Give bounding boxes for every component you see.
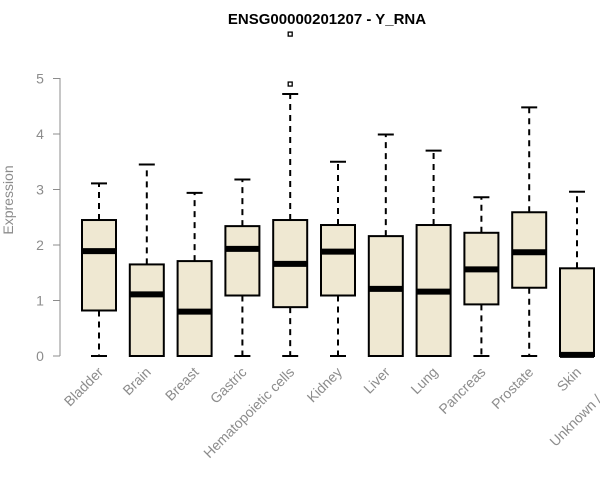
- boxplot-6: [320, 160, 356, 357]
- outlier-point: [287, 81, 293, 87]
- box-body: [176, 260, 213, 357]
- x-tick-label: Kidney: [304, 364, 346, 406]
- x-tick-label: Pancreas: [435, 364, 488, 417]
- boxplot-8: [415, 149, 452, 357]
- boxplot-3: [176, 191, 213, 357]
- y-axis-ticks: 0 1 2 3 4 5: [36, 71, 60, 364]
- boxplot-4: [224, 178, 261, 357]
- chart-title: ENSG00000201207 - Y_RNA: [228, 11, 426, 28]
- y-axis-label: Expression: [0, 165, 16, 234]
- y-tick-label: 3: [36, 182, 44, 198]
- box-body: [320, 224, 356, 297]
- boxplot-10: [511, 106, 548, 357]
- boxplot-1: [81, 182, 117, 357]
- x-tick-label: Breast: [162, 364, 202, 404]
- y-tick-label: 1: [36, 293, 44, 309]
- boxplot-9: [463, 196, 500, 357]
- box-body: [128, 263, 165, 357]
- y-tick-label: 4: [36, 126, 44, 142]
- box-body: [367, 235, 404, 357]
- y-tick-label: 2: [36, 237, 44, 253]
- x-tick-label: Brain: [119, 364, 153, 398]
- boxplot-2: [128, 163, 165, 357]
- x-tick-label: Liver: [360, 364, 393, 397]
- x-tick-label: Skin: [554, 364, 585, 395]
- x-tick-label: Gastric: [207, 364, 250, 407]
- boxplot-5: [272, 31, 309, 357]
- boxplot-7: [367, 133, 404, 357]
- y-tick-label: 0: [36, 348, 44, 364]
- x-tick-label: Hematopoietic cells: [200, 364, 297, 461]
- box-body: [559, 267, 595, 357]
- box-body: [81, 219, 117, 312]
- boxplots: [81, 31, 595, 358]
- y-tick-label: 5: [36, 71, 44, 87]
- boxplot-11: [559, 190, 595, 358]
- outlier-point: [287, 31, 293, 37]
- box-body: [224, 225, 261, 297]
- x-tick-label: Prostate: [488, 364, 536, 412]
- x-tick-label: Lung: [407, 364, 440, 397]
- x-tick-label: Bladder: [61, 364, 107, 410]
